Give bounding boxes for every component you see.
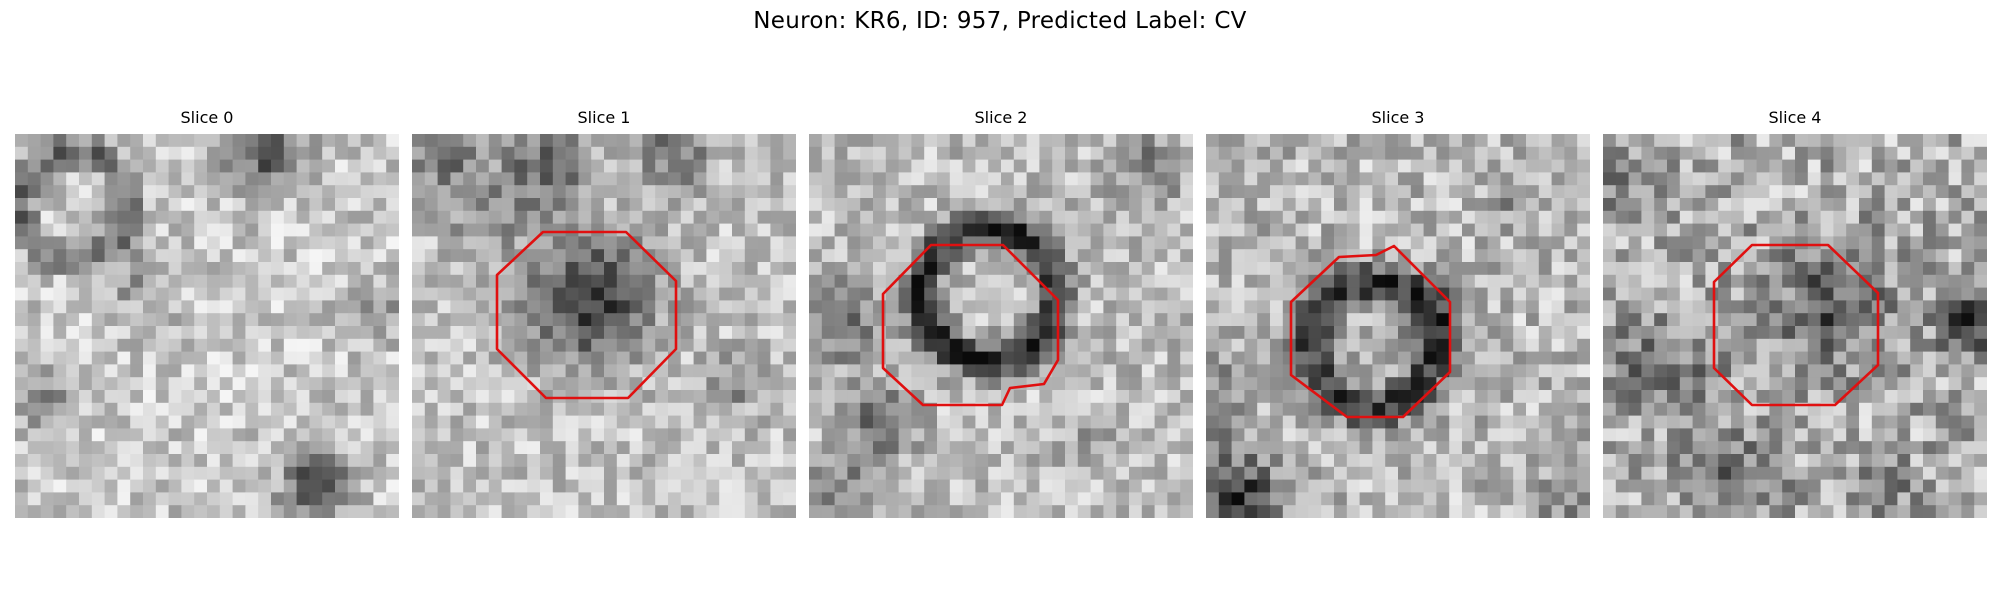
slice-image (412, 134, 796, 518)
roi-contour (495, 230, 678, 400)
slice-image (809, 134, 1193, 518)
roi-contour (881, 243, 1060, 407)
slice-image (1206, 134, 1590, 518)
slice-title: Slice 1 (577, 108, 631, 127)
slice-image (15, 134, 399, 518)
figure-title: Neuron: KR6, ID: 957, Predicted Label: C… (753, 8, 1247, 34)
slice-title: Slice 4 (1768, 108, 1822, 127)
roi-contour (1289, 244, 1452, 419)
slice-title: Slice 0 (180, 108, 234, 127)
slice-title: Slice 2 (974, 108, 1028, 127)
roi-contour (1712, 243, 1880, 407)
slice-title: Slice 3 (1371, 108, 1425, 127)
slice-image (1603, 134, 1987, 518)
